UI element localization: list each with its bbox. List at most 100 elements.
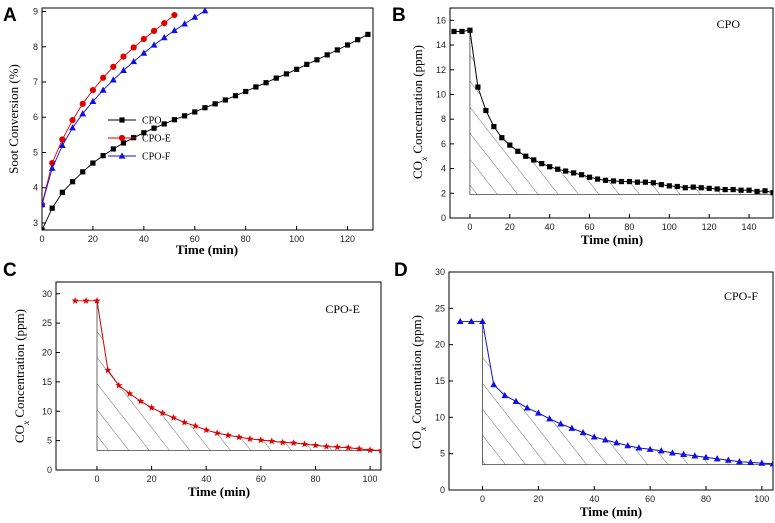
- data-point: [467, 317, 475, 325]
- data-point: [118, 134, 126, 142]
- data-point: [268, 437, 276, 445]
- data-point: [754, 188, 760, 195]
- data-point: [512, 397, 520, 404]
- data-point: [150, 27, 158, 35]
- y-tick-label: 25: [435, 303, 445, 313]
- data-point: [546, 415, 553, 422]
- data-point: [602, 436, 609, 443]
- data-point: [69, 124, 76, 131]
- data-point: [475, 84, 481, 90]
- data-point: [626, 178, 633, 185]
- data-point: [171, 11, 178, 19]
- data-point: [322, 442, 330, 450]
- data-point: [547, 164, 553, 170]
- y-tick-label: 30: [435, 267, 445, 277]
- y-tick-label: 20: [435, 340, 445, 350]
- y-tick-label: 10: [436, 89, 446, 99]
- data-point: [613, 439, 620, 446]
- data-point: [674, 183, 680, 190]
- data-point: [456, 317, 464, 325]
- data-point: [253, 84, 259, 90]
- data-point: [300, 440, 309, 448]
- y-tick-label: 9: [33, 7, 38, 17]
- data-point: [366, 446, 374, 454]
- data-point: [724, 456, 732, 463]
- data-point: [618, 178, 625, 185]
- x-tick-label: 0: [467, 222, 472, 232]
- x-tick-label: 0: [94, 474, 99, 484]
- data-point: [289, 439, 298, 447]
- data-point: [59, 189, 65, 195]
- data-point: [279, 438, 287, 446]
- x-tick-label: 0: [480, 494, 485, 504]
- y-tick-label: 10: [435, 412, 445, 422]
- x-tick-label: 80: [701, 494, 711, 504]
- data-point: [747, 458, 755, 465]
- panel-b-title: CPO: [717, 17, 741, 31]
- data-point: [669, 449, 676, 456]
- data-point: [769, 460, 773, 467]
- y-tick-label: 5: [47, 436, 52, 446]
- data-point: [180, 418, 188, 426]
- data-point: [222, 97, 228, 103]
- x-tick-label: 80: [241, 234, 251, 244]
- data-point: [69, 116, 76, 124]
- data-point: [304, 61, 310, 67]
- legend-entry: CPO-F: [142, 152, 171, 163]
- y-tick-label: 3: [33, 218, 38, 228]
- data-point: [355, 445, 363, 452]
- data-point: [115, 381, 123, 389]
- data-point: [578, 172, 585, 178]
- data-point: [451, 28, 457, 35]
- data-point: [181, 20, 188, 27]
- data-point: [691, 452, 699, 459]
- y-tick-label: 8: [33, 42, 38, 52]
- data-point: [594, 176, 601, 182]
- data-point: [130, 57, 138, 65]
- data-point: [730, 186, 736, 193]
- panel-b-ylabel: COx Concentration (ppm): [410, 45, 429, 179]
- x-tick-label: 120: [702, 222, 717, 232]
- panel-c-xlabel: Time (min): [188, 484, 250, 499]
- data-point: [579, 428, 587, 436]
- data-point: [507, 142, 513, 148]
- data-point: [169, 413, 178, 421]
- x-tick-label: 20: [147, 474, 157, 484]
- y-tick-label: 14: [436, 40, 446, 50]
- y-tick-label: 5: [33, 147, 38, 157]
- data-point: [467, 27, 473, 33]
- y-tick-label: 25: [42, 318, 52, 328]
- data-point: [118, 152, 126, 159]
- panel-d-ticks: 0 20 40 60 80 100 0 5 10 15 20 25 30: [435, 267, 769, 504]
- data-point: [235, 433, 243, 441]
- data-point: [702, 453, 710, 460]
- data-point: [770, 190, 773, 196]
- panel-a-legend: CPO CPO-E CPO-F: [108, 116, 171, 163]
- x-tick-label: 60: [190, 234, 200, 244]
- data-point: [69, 179, 76, 185]
- data-point: [515, 148, 521, 154]
- data-point: [568, 424, 576, 431]
- x-tick-label: 80: [310, 474, 320, 484]
- data-point: [624, 442, 632, 449]
- data-point: [93, 297, 101, 304]
- x-tick-label: 20: [533, 494, 543, 504]
- panel-d-xlabel: Time (min): [580, 504, 642, 519]
- panel-b-letter: B: [392, 5, 406, 26]
- y-tick-label: 0: [47, 465, 52, 475]
- data-point: [483, 107, 489, 114]
- x-tick-label: 60: [585, 222, 595, 232]
- data-point: [283, 71, 290, 77]
- data-point: [171, 26, 178, 34]
- x-tick-label: 60: [256, 474, 266, 484]
- data-point: [650, 180, 656, 186]
- x-tick-label: 140: [742, 222, 757, 232]
- x-tick-label: 100: [662, 222, 677, 232]
- y-tick-label: 8: [441, 114, 446, 124]
- x-tick-label: 20: [505, 222, 515, 232]
- data-point: [192, 109, 198, 115]
- data-point: [333, 443, 341, 451]
- data-point: [722, 186, 728, 193]
- data-point: [590, 433, 598, 440]
